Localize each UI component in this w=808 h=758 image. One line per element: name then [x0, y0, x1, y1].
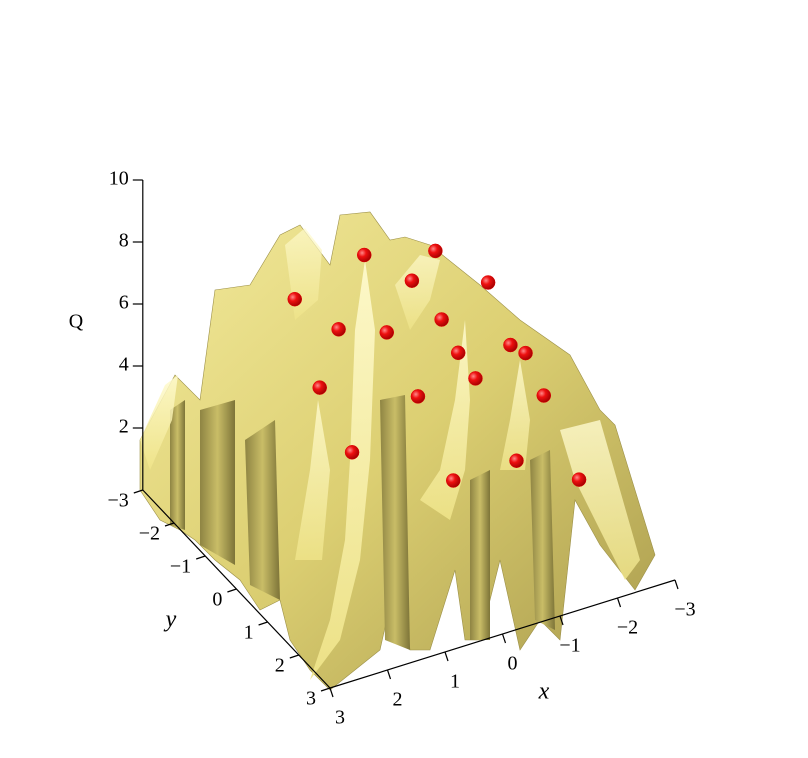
y-tick — [196, 555, 206, 560]
z-tick-label: 8 — [119, 230, 129, 252]
y-tick-label: 3 — [306, 688, 316, 710]
z-tick-label: 6 — [119, 292, 129, 314]
y-tick-label: 1 — [244, 622, 254, 644]
x-tick-label: −2 — [617, 617, 638, 639]
point — [509, 453, 524, 468]
x-axis-label: x — [538, 679, 550, 705]
point — [571, 472, 587, 487]
z-axis-label: Q — [69, 311, 84, 333]
point — [434, 312, 449, 327]
y-tick — [320, 687, 331, 692]
z-tick-label: 10 — [109, 168, 129, 190]
surface — [139, 211, 656, 691]
x-tick — [501, 633, 507, 644]
y-tick-label: −1 — [170, 556, 191, 578]
y-tick-label: −3 — [108, 490, 129, 512]
x-tick — [386, 669, 392, 680]
point — [404, 273, 420, 288]
point — [468, 371, 483, 386]
point — [287, 291, 302, 307]
y-tick-label: 0 — [212, 589, 222, 611]
x-tick — [444, 651, 449, 662]
y-tick-label: −2 — [139, 523, 160, 545]
z-tick-label: 4 — [119, 354, 129, 376]
point — [503, 337, 518, 353]
y-tick — [227, 588, 237, 593]
point — [379, 325, 394, 340]
x-tick-label: −1 — [559, 635, 580, 657]
point — [446, 473, 461, 488]
point — [356, 247, 372, 263]
x-tick — [329, 687, 334, 698]
x-tick-label: −3 — [674, 599, 695, 621]
point — [312, 380, 327, 395]
point — [536, 388, 552, 403]
point — [344, 445, 360, 460]
z-tick-label: 2 — [119, 416, 129, 438]
point — [450, 345, 466, 361]
point — [410, 389, 426, 404]
point — [428, 243, 443, 259]
x-tick-label: 3 — [335, 707, 345, 729]
x-tick — [559, 615, 564, 626]
y-axis-label: y — [164, 607, 177, 633]
point — [480, 275, 496, 290]
x-tick-label: 1 — [450, 671, 460, 693]
y-tick — [258, 621, 268, 626]
point — [518, 345, 533, 361]
y-tick-label: 2 — [275, 655, 285, 677]
x-tick-label: 2 — [393, 689, 403, 711]
y-tick — [133, 489, 143, 494]
point — [331, 322, 346, 337]
y-tick — [289, 654, 299, 659]
points — [287, 243, 587, 488]
x-tick — [616, 597, 622, 608]
y-tick — [164, 522, 175, 527]
x-tick-label: 0 — [508, 653, 518, 675]
x-tick — [674, 579, 679, 590]
